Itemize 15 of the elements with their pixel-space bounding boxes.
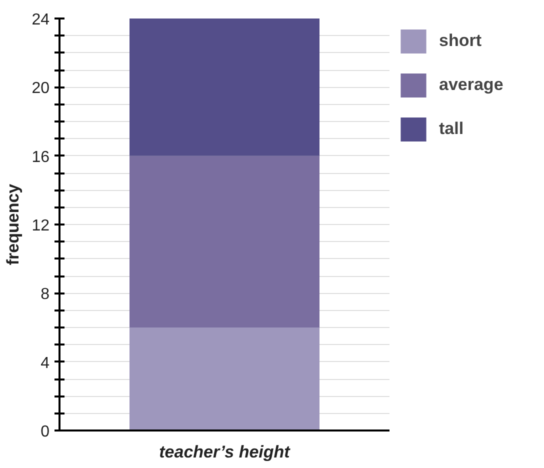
y-tick-label: 4 <box>40 354 50 372</box>
legend-label: tall <box>439 119 464 139</box>
x-axis-title: teacher’s height <box>159 442 292 462</box>
y-tick-label: 16 <box>32 148 50 166</box>
y-tick-label: 0 <box>40 424 50 440</box>
y-axis-title: frequency <box>4 183 23 266</box>
bar <box>130 156 320 328</box>
y-tick-label: 12 <box>32 218 50 234</box>
bar <box>130 328 320 430</box>
y-tick-label: 8 <box>40 286 50 304</box>
y-tick-label: 24 <box>32 12 50 28</box>
legend-label: short <box>439 31 482 51</box>
legend-label: average <box>439 75 504 95</box>
bar <box>130 18 320 156</box>
y-tick-label: 20 <box>32 80 50 98</box>
